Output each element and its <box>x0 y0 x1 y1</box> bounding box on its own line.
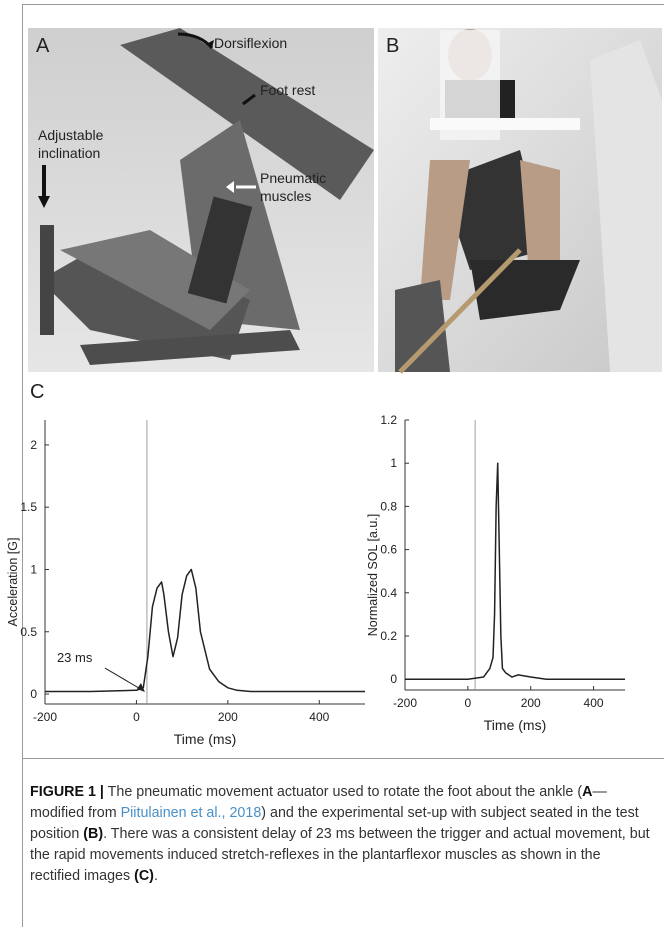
caption-link[interactable]: Piitulainen et al., 2018 <box>121 805 262 821</box>
x-tick-label: 200 <box>218 710 238 724</box>
y-tick-label: 0.4 <box>380 586 397 600</box>
y-tick-label: 0.5 <box>20 625 37 639</box>
x-tick-label: 200 <box>521 696 541 710</box>
photo-label: A <box>36 35 50 57</box>
y-tick-label: 1 <box>30 562 37 576</box>
data-line <box>405 463 625 679</box>
photo-annotation: inclination <box>38 145 100 161</box>
x-tick-label: -200 <box>393 696 417 710</box>
photo-annotation: Pneumatic <box>260 170 326 186</box>
y-axis-label: Normalized SOL [a.u.] <box>366 514 380 637</box>
y-tick-label: 0 <box>30 687 37 701</box>
x-axis-label: Time (ms) <box>484 717 546 733</box>
y-tick-label: 0 <box>390 672 397 686</box>
panel-label: C <box>30 381 44 403</box>
caption-text: A <box>582 784 592 800</box>
y-tick-label: 0.2 <box>380 629 397 643</box>
y-tick-label: 0.8 <box>380 499 397 513</box>
x-tick-label: -200 <box>33 710 57 724</box>
photo-annotation: Foot rest <box>260 82 315 98</box>
caption-text: . There was a consistent delay of 23 ms … <box>30 826 650 884</box>
y-tick-label: 2 <box>30 438 37 452</box>
photo-annotation: Dorsiflexion <box>214 35 287 51</box>
x-tick-label: 400 <box>584 696 604 710</box>
y-tick-label: 1 <box>390 456 397 470</box>
x-tick-label: 0 <box>133 710 140 724</box>
figure: A Dorsiflexion Foot rest Adjustable incl… <box>0 0 664 770</box>
caption-label: FIGURE 1 | <box>30 784 104 800</box>
photo-annotation: Adjustable <box>38 127 104 143</box>
x-axis-label: Time (ms) <box>174 731 236 747</box>
y-axis-label: Acceleration [G] <box>6 538 20 627</box>
photo-b: B <box>378 28 662 372</box>
caption: FIGURE 1 | The pneumatic movement actuat… <box>30 782 650 887</box>
caption-text: (C) <box>134 868 154 884</box>
y-tick-label: 0.6 <box>380 543 397 557</box>
annotation: 23 ms <box>57 650 93 665</box>
y-tick-label: 1.5 <box>20 500 37 514</box>
page: A Dorsiflexion Foot rest Adjustable incl… <box>0 0 664 935</box>
x-tick-label: 400 <box>309 710 329 724</box>
caption-text: (B) <box>83 826 103 842</box>
data-line <box>45 569 365 691</box>
x-tick-label: 0 <box>465 696 472 710</box>
caption-text: . <box>154 868 158 884</box>
photo-annotation: muscles <box>260 188 311 204</box>
caption-text: The pneumatic movement actuator used to … <box>104 784 582 800</box>
y-tick-label: 1.2 <box>380 413 397 427</box>
caption-rule <box>22 757 23 927</box>
photo-label: B <box>386 35 399 57</box>
photo-a: A Dorsiflexion Foot rest Adjustable incl… <box>20 0 374 372</box>
